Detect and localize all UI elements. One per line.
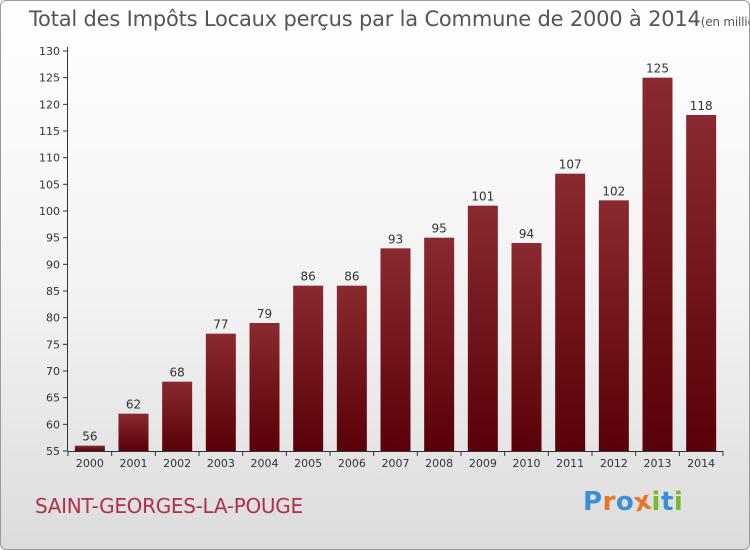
y-axis: 55 60 65 70 75 80 85 90 95 100 105 110 115 120 125 130 (39, 45, 68, 458)
chart-title-unit: (en milliers d'€) (700, 15, 749, 29)
bar-2013 (642, 77, 673, 452)
x-tick-label-2013: 2013 (644, 457, 672, 470)
bar-2003 (205, 333, 236, 451)
value-label-2003: 77 (213, 318, 228, 332)
value-label-2004: 79 (257, 307, 272, 321)
bar-2010 (511, 243, 542, 451)
value-label-2010: 94 (519, 227, 534, 241)
x-tick-label-2001: 2001 (120, 457, 148, 470)
x-tick-label-2009: 2009 (469, 457, 497, 470)
logo-letter: i (651, 487, 661, 517)
value-label-2002: 68 (170, 366, 185, 380)
y-tick-label-55: 55 (46, 445, 60, 458)
bar-2012 (598, 200, 629, 451)
x-tick-label-2012: 2012 (600, 457, 628, 470)
x-tick-label-2014: 2014 (687, 457, 715, 470)
chart-title-text: Total des Impôts Locaux perçus par la Co… (29, 7, 701, 31)
y-tick-label-65: 65 (46, 392, 60, 405)
value-label-2014: 118 (690, 99, 713, 113)
x-tick-label-2011: 2011 (556, 457, 584, 470)
bars-group (74, 77, 717, 452)
value-labels-group: 56 62 68 77 79 86 86 93 95 101 94 107 102 125 118 (82, 62, 712, 444)
y-tick-label-75: 75 (46, 338, 60, 351)
value-label-2008: 95 (432, 222, 447, 236)
x-tick-label-2005: 2005 (294, 457, 322, 470)
y-tick-label-90: 90 (46, 258, 60, 271)
bar-2007 (380, 248, 411, 451)
x-tick-label-2010: 2010 (513, 457, 541, 470)
x-tick-label-2006: 2006 (338, 457, 366, 470)
value-label-2009: 101 (471, 190, 494, 204)
y-tick-label-60: 60 (46, 418, 60, 431)
x-tick-label-2002: 2002 (163, 457, 191, 470)
logo-letter: r (602, 487, 616, 517)
y-tick-label-130: 130 (39, 45, 60, 58)
y-tick-label-120: 120 (39, 98, 60, 111)
value-label-2012: 102 (602, 184, 625, 198)
x-tick-label-2000: 2000 (76, 457, 104, 470)
y-tick-label-110: 110 (39, 152, 60, 165)
value-label-2011: 107 (559, 158, 582, 172)
bar-2005 (293, 285, 324, 451)
commune-name: SAINT-GEORGES-LA-POUGE (35, 494, 303, 518)
value-label-2001: 62 (126, 398, 141, 412)
bar-2004 (249, 323, 280, 451)
chart-title: Total des Impôts Locaux perçus par la Co… (29, 7, 749, 31)
value-label-2006: 86 (344, 270, 359, 284)
bar-2002 (162, 381, 193, 451)
y-tick-label-80: 80 (46, 312, 60, 325)
x-axis: 2000 2001 2002 2003 2004 2005 2006 2007 2008 2009… (67, 451, 724, 470)
y-tick-label-100: 100 (39, 205, 60, 218)
y-tick-label-95: 95 (46, 232, 60, 245)
value-label-2013: 125 (646, 62, 669, 76)
logo-letter: P (583, 487, 603, 517)
bar-2006 (336, 285, 367, 451)
logo-letter: o (615, 487, 635, 517)
value-label-2000: 56 (82, 430, 97, 444)
logo-letter: i (673, 487, 684, 517)
x-tick-label-2008: 2008 (425, 457, 453, 470)
value-label-2005: 86 (301, 270, 316, 284)
proxiti-logo: Proxiti (583, 486, 684, 519)
y-tick-label-105: 105 (39, 178, 60, 191)
x-tick-label-2007: 2007 (382, 457, 410, 470)
bar-2009 (467, 205, 498, 451)
bar-2014 (686, 115, 717, 451)
bar-2008 (424, 237, 455, 451)
y-tick-label-125: 125 (39, 72, 60, 85)
y-tick-label-85: 85 (46, 285, 60, 298)
bar-2011 (555, 173, 586, 451)
logo-letter: t (660, 487, 674, 517)
y-tick-label-115: 115 (39, 125, 60, 138)
bar-2000 (74, 445, 105, 451)
x-tick-label-2004: 2004 (251, 457, 279, 470)
y-tick-label-70: 70 (46, 365, 60, 378)
bar-2001 (118, 413, 149, 451)
x-tick-label-2003: 2003 (207, 457, 235, 470)
value-label-2007: 93 (388, 232, 403, 246)
